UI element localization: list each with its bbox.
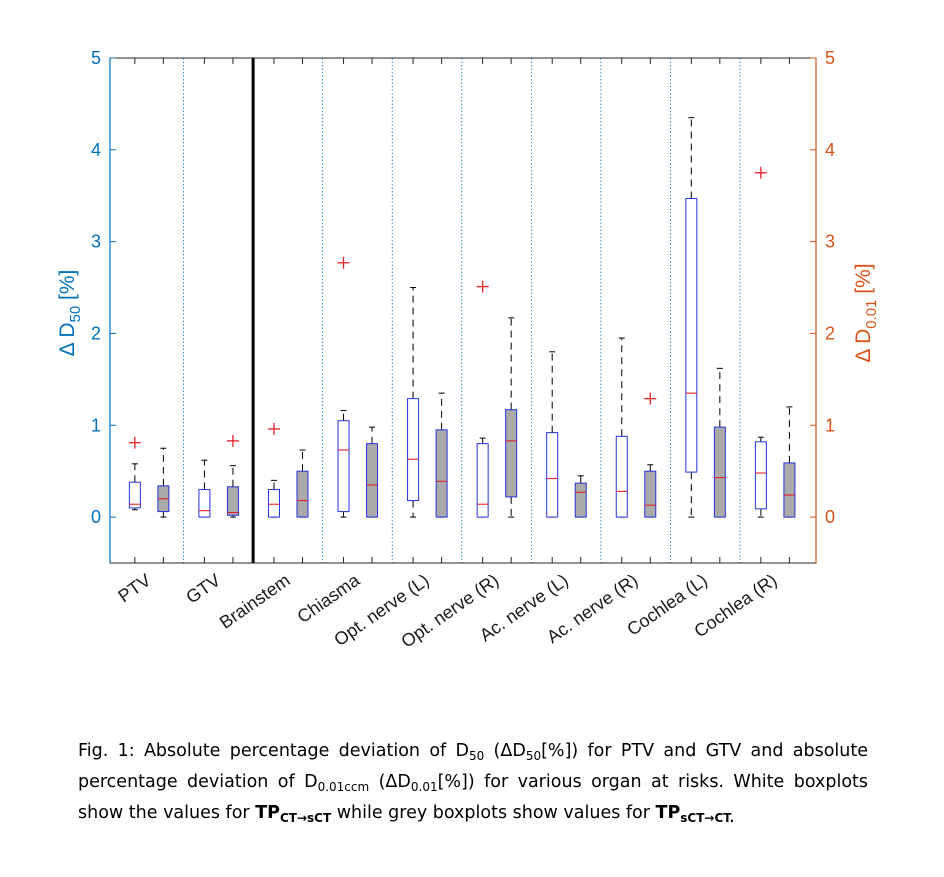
right-y-tick-label: 5: [825, 48, 835, 68]
right-y-tick-label: 1: [825, 415, 835, 435]
box-body: [754, 441, 767, 510]
box-white: [685, 117, 698, 518]
left-y-tick-label: 4: [91, 140, 101, 160]
left-y-axis-label: Δ D50 [%]: [56, 270, 84, 357]
box-body: [783, 462, 796, 518]
box-body: [366, 443, 379, 518]
box-body: [546, 432, 559, 518]
box-grey: [783, 406, 796, 518]
right-y-tick-label: 2: [825, 323, 835, 343]
box-body: [505, 409, 518, 498]
figure-caption: Fig. 1: Absolute percentage deviation of…: [78, 741, 869, 825]
group-separators: [183, 58, 741, 563]
box-body: [615, 435, 628, 518]
box-grey: [226, 434, 239, 518]
outlier-marker: [476, 280, 489, 293]
right-y-tick-label: 4: [825, 140, 835, 160]
box-body: [337, 420, 350, 513]
box-body: [574, 482, 587, 518]
box-body: [296, 470, 309, 518]
left-y-tick-label: 3: [91, 232, 101, 252]
box-white: [267, 422, 280, 518]
box-white: [198, 459, 211, 518]
outlier-marker: [128, 436, 141, 449]
left-y-tick-label: 5: [91, 48, 101, 68]
box-body: [267, 489, 280, 518]
box-white: [754, 166, 767, 518]
category-label: PTV: [114, 570, 154, 606]
category-label: GTV: [182, 570, 224, 608]
outlier-marker: [226, 434, 239, 447]
box-grey: [157, 447, 170, 518]
box-body: [713, 426, 726, 518]
outlier-marker: [267, 422, 280, 435]
box-body: [128, 481, 141, 509]
box-body: [226, 486, 239, 516]
box-grey: [713, 367, 726, 518]
category-label: Brainstem: [216, 570, 294, 633]
box-body: [198, 489, 211, 518]
box-white: [546, 351, 559, 518]
right-y-tick-label: 0: [825, 507, 835, 527]
right-y-axis-label: Δ D0.01 [%]: [852, 263, 880, 362]
box-grey: [505, 317, 518, 518]
box-grey: [574, 475, 587, 518]
box-layer: [128, 117, 796, 518]
box-white: [128, 436, 141, 511]
box-white: [476, 280, 489, 518]
box-grey: [644, 392, 657, 518]
plot-frame: [109, 57, 817, 564]
outlier-marker: [337, 256, 350, 269]
box-grey: [435, 392, 448, 518]
left-y-tick-label: 0: [91, 507, 101, 527]
right-y-tick-label: 3: [825, 232, 835, 252]
outlier-marker: [644, 392, 657, 405]
box-grey: [296, 449, 309, 518]
left-y-tick-label: 1: [91, 415, 101, 435]
left-y-tick-label: 2: [91, 323, 101, 343]
box-white: [615, 337, 628, 518]
box-body: [476, 443, 489, 518]
box-body: [685, 197, 698, 473]
outlier-marker: [754, 166, 767, 179]
box-grey: [366, 426, 379, 518]
box-body: [435, 429, 448, 518]
box-white: [337, 256, 350, 518]
box-body: [644, 470, 657, 518]
box-white: [407, 287, 420, 518]
box-body: [407, 398, 420, 502]
